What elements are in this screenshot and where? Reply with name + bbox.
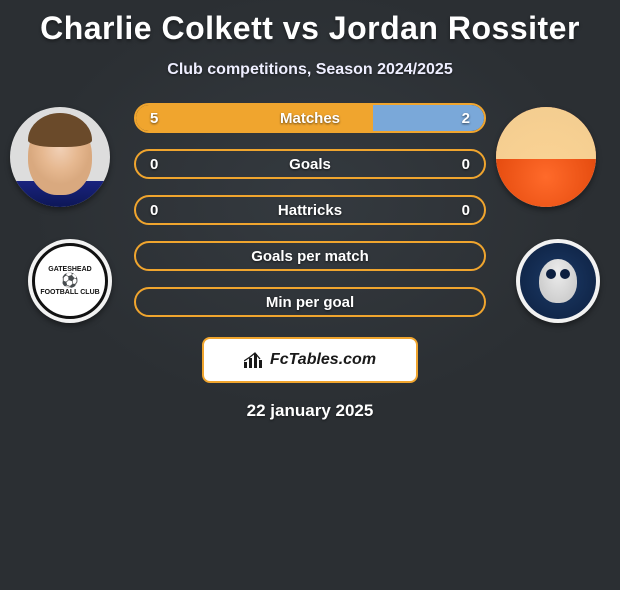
player2-name: Jordan Rossiter <box>329 10 580 46</box>
stat-row: 0 0 Goals <box>134 149 486 179</box>
player2-avatar <box>496 107 596 207</box>
bars-icon <box>244 352 264 368</box>
stat-row: 0 0 Hattricks <box>134 195 486 225</box>
vs-separator: vs <box>283 10 320 46</box>
comparison-arena: GATESHEAD⚽FOOTBALL CLUB 5 2 Matches 0 0 Goals… <box>0 107 620 421</box>
subtitle: Club competitions, Season 2024/2025 <box>0 61 620 79</box>
stat-value-left: 0 <box>150 202 158 219</box>
stat-label: Matches <box>280 110 340 127</box>
stat-label: Goals <box>289 156 331 173</box>
stat-label: Goals per match <box>251 248 369 265</box>
stat-value-left: 5 <box>150 110 158 127</box>
stat-value-left: 0 <box>150 156 158 173</box>
stat-row: 5 2 Matches <box>134 103 486 133</box>
stat-label: Hattricks <box>278 202 342 219</box>
stat-label: Min per goal <box>266 294 354 311</box>
stat-rows: 5 2 Matches 0 0 Goals 0 0 Hattricks Goals per mat… <box>134 103 486 317</box>
player1-name: Charlie Colkett <box>40 10 273 46</box>
player2-club-badge <box>516 239 600 323</box>
player1-avatar <box>10 107 110 207</box>
stat-value-right: 0 <box>462 156 470 173</box>
player1-club-badge: GATESHEAD⚽FOOTBALL CLUB <box>28 239 112 323</box>
brand-text: FcTables.com <box>270 351 376 369</box>
stat-row: Goals per match <box>134 241 486 271</box>
brand-badge: FcTables.com <box>202 337 418 383</box>
snapshot-date: 22 january 2025 <box>0 401 620 421</box>
stat-value-right: 0 <box>462 202 470 219</box>
stat-row: Min per goal <box>134 287 486 317</box>
comparison-title: Charlie Colkett vs Jordan Rossiter <box>0 10 620 47</box>
stat-value-right: 2 <box>462 110 470 127</box>
